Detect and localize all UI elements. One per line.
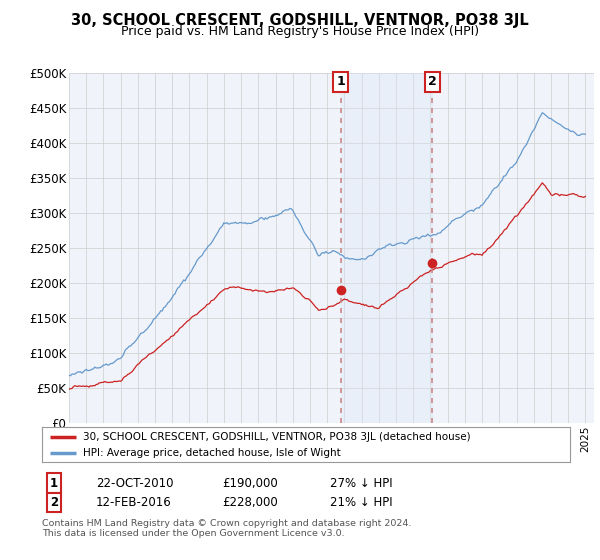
Text: 27% ↓ HPI: 27% ↓ HPI	[330, 477, 392, 490]
Text: £228,000: £228,000	[222, 496, 278, 509]
Text: This data is licensed under the Open Government Licence v3.0.: This data is licensed under the Open Gov…	[42, 529, 344, 538]
Text: 12-FEB-2016: 12-FEB-2016	[96, 496, 172, 509]
Text: £190,000: £190,000	[222, 477, 278, 490]
Text: 22-OCT-2010: 22-OCT-2010	[96, 477, 173, 490]
Bar	[341, 73, 432, 423]
Text: HPI: Average price, detached house, Isle of Wight: HPI: Average price, detached house, Isle…	[83, 447, 341, 458]
Text: 2: 2	[428, 76, 437, 88]
Text: 2: 2	[50, 496, 58, 509]
Text: 30, SCHOOL CRESCENT, GODSHILL, VENTNOR, PO38 3JL: 30, SCHOOL CRESCENT, GODSHILL, VENTNOR, …	[71, 13, 529, 28]
Text: 1: 1	[50, 477, 58, 490]
Text: 30, SCHOOL CRESCENT, GODSHILL, VENTNOR, PO38 3JL (detached house): 30, SCHOOL CRESCENT, GODSHILL, VENTNOR, …	[83, 432, 471, 442]
Text: 1: 1	[337, 76, 346, 88]
Text: Price paid vs. HM Land Registry's House Price Index (HPI): Price paid vs. HM Land Registry's House …	[121, 25, 479, 38]
Text: 21% ↓ HPI: 21% ↓ HPI	[330, 496, 392, 509]
Text: Contains HM Land Registry data © Crown copyright and database right 2024.: Contains HM Land Registry data © Crown c…	[42, 519, 412, 528]
